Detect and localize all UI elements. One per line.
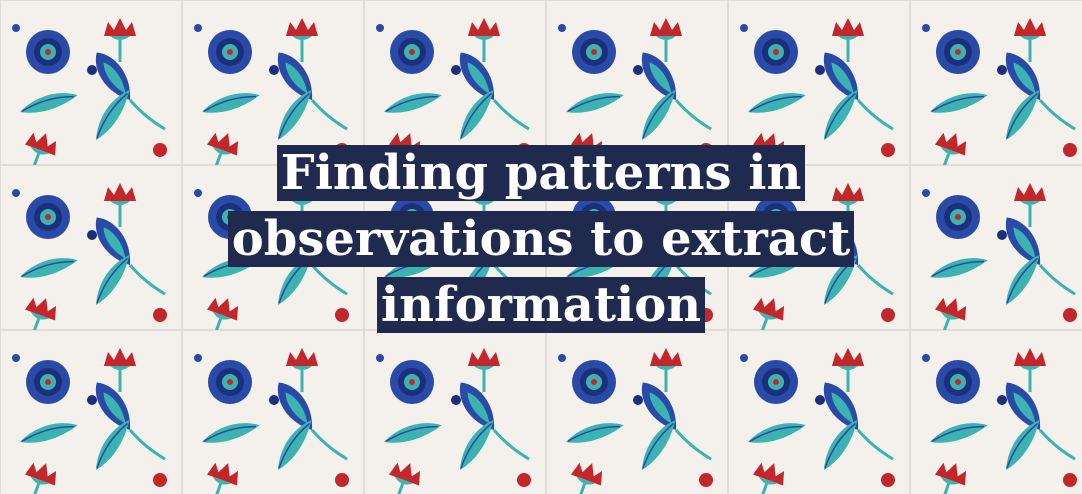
hero-title: Finding patterns in observations to extr… [0,140,1082,338]
hero-title-line-1: Finding patterns in [276,145,806,201]
hero-title-line-2: observations to extract [227,211,855,267]
hero-title-line-3: information [376,277,706,333]
